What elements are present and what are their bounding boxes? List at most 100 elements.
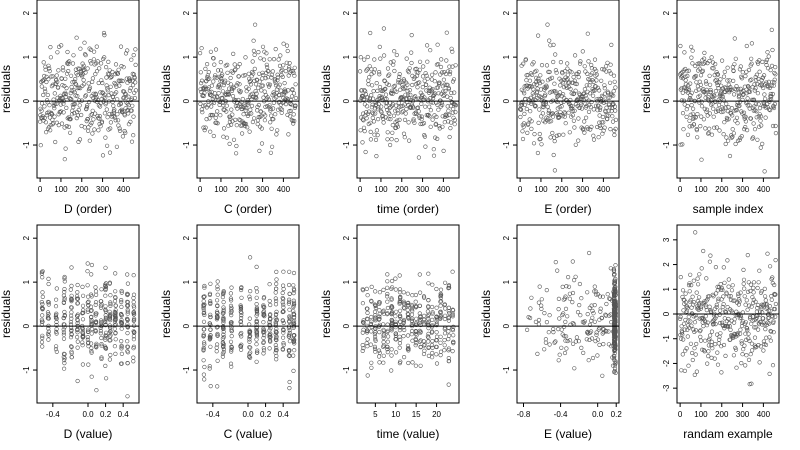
data-point	[747, 106, 752, 111]
data-point	[363, 89, 368, 94]
data-point	[221, 134, 226, 139]
data-point	[43, 89, 48, 94]
points	[524, 250, 618, 378]
data-point	[444, 58, 449, 63]
points	[360, 269, 456, 387]
data-point	[711, 66, 716, 71]
data-point	[773, 258, 778, 263]
data-point	[693, 73, 699, 79]
data-point	[754, 315, 759, 320]
data-point	[564, 85, 570, 90]
data-point	[425, 321, 431, 326]
data-point	[607, 105, 613, 110]
data-point	[131, 292, 137, 297]
data-point	[103, 293, 108, 298]
data-point	[238, 305, 244, 310]
data-point	[110, 69, 115, 75]
data-point	[539, 142, 544, 147]
data-point	[548, 135, 553, 140]
data-point	[107, 316, 112, 322]
data-point	[251, 48, 256, 54]
data-point	[728, 327, 733, 333]
data-point	[228, 114, 233, 119]
x-tick-label: 0.0	[592, 410, 604, 419]
data-point	[374, 80, 379, 86]
data-point	[530, 91, 535, 96]
data-point	[731, 131, 737, 136]
data-point	[683, 291, 688, 296]
data-point	[690, 357, 695, 363]
data-point	[97, 116, 102, 121]
data-point	[229, 307, 234, 312]
data-point	[446, 346, 452, 351]
data-point	[722, 280, 727, 285]
data-point	[379, 104, 384, 109]
data-point	[212, 75, 217, 80]
x-tick-label: 100	[374, 185, 388, 194]
data-point	[398, 104, 403, 109]
data-point	[746, 84, 751, 89]
data-point	[425, 309, 431, 314]
data-point	[225, 91, 231, 96]
data-point	[443, 71, 449, 77]
x-tick-label: 0	[678, 185, 683, 194]
data-point	[748, 78, 753, 83]
data-point	[86, 329, 91, 334]
data-point	[561, 297, 566, 302]
data-point	[277, 82, 282, 87]
data-point	[593, 84, 598, 89]
x-axis-label: C (order)	[224, 202, 272, 216]
data-point	[731, 298, 736, 303]
data-point	[409, 32, 414, 38]
data-point	[734, 365, 739, 370]
data-point	[365, 344, 370, 349]
data-point	[287, 60, 292, 66]
data-point	[685, 73, 690, 79]
data-point	[40, 275, 45, 280]
data-point	[698, 306, 703, 311]
data-point	[260, 70, 265, 75]
data-point	[98, 318, 104, 323]
data-point	[453, 109, 458, 115]
x-tick-label: 5	[373, 410, 378, 419]
data-point	[373, 337, 378, 342]
data-point	[59, 121, 65, 126]
data-point	[249, 103, 255, 108]
data-point	[611, 89, 616, 94]
data-point	[281, 305, 286, 310]
data-point	[266, 69, 271, 74]
data-point	[98, 331, 103, 336]
data-point	[426, 271, 431, 276]
plot-frame	[196, 0, 300, 179]
data-point	[269, 75, 274, 80]
data-point	[520, 136, 526, 142]
data-point	[127, 76, 132, 81]
data-point	[766, 54, 771, 59]
data-point	[586, 109, 592, 114]
data-point	[125, 272, 130, 277]
data-point	[736, 90, 741, 95]
data-point	[201, 304, 206, 309]
data-point	[272, 92, 277, 97]
data-point	[611, 316, 617, 321]
data-point	[611, 93, 616, 98]
data-point	[247, 111, 252, 116]
data-point	[54, 319, 59, 325]
data-point	[567, 80, 572, 85]
data-point	[207, 364, 212, 369]
data-point	[529, 295, 534, 300]
data-point	[724, 291, 729, 296]
data-point	[375, 107, 381, 112]
data-point	[697, 272, 702, 277]
data-point	[612, 342, 617, 347]
y-axis-label: residuals	[319, 290, 333, 338]
data-point	[570, 321, 576, 326]
y-tick-label: 2	[342, 235, 351, 240]
data-point	[251, 38, 256, 43]
data-point	[768, 338, 773, 343]
data-point	[690, 106, 696, 111]
x-tick-label: 20	[432, 410, 441, 419]
data-point	[597, 294, 603, 299]
data-point	[95, 59, 100, 64]
data-point	[747, 303, 752, 308]
